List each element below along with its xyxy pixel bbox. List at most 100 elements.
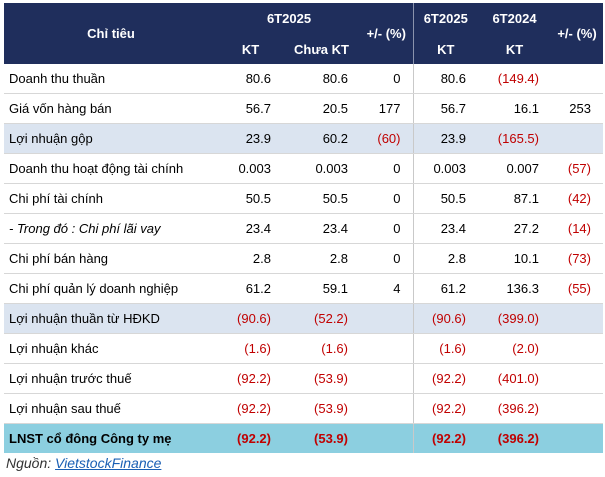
row-label: Doanh thu hoạt động tài chính xyxy=(4,153,218,184)
header-kt-2024: KT xyxy=(478,34,551,64)
value-kt-2024: 0.007 xyxy=(478,153,551,184)
table-row: Giá vốn hàng bán 56.7 20.5 177 56.7 16.1 253 xyxy=(4,93,603,124)
row-label: Chi phí tài chính xyxy=(4,183,218,214)
row-label: LNST cổ đông Công ty mẹ xyxy=(4,423,218,453)
value-chua-kt: 2.8 xyxy=(283,243,360,274)
table-row: LNST cổ đông Công ty mẹ (92.2) (53.9) (92.2… xyxy=(4,423,603,453)
value-pct-change xyxy=(360,333,414,364)
value-pct-change-2 xyxy=(551,363,603,394)
value-pct-change: (60) xyxy=(360,123,414,154)
value-kt-2025: (92.2) xyxy=(413,363,478,394)
header-pct-change-2: +/- (%) xyxy=(551,3,603,64)
value-pct-change-2 xyxy=(551,393,603,424)
header-group-6t2025-b: 6T2025 xyxy=(412,3,478,34)
value-kt-2024: (149.4) xyxy=(478,64,551,94)
table-row: Lợi nhuận khác (1.6) (1.6) (1.6) (2.0) xyxy=(4,333,603,364)
value-kt: 2.8 xyxy=(218,243,283,274)
row-label: Lợi nhuận trước thuế xyxy=(4,363,218,394)
value-chua-kt: 60.2 xyxy=(283,123,360,154)
source-prefix: Nguồn: xyxy=(6,455,56,471)
value-pct-change: 0 xyxy=(360,64,414,94)
value-chua-kt: (53.9) xyxy=(283,363,360,394)
table-row: Lợi nhuận thuần từ HĐKD (90.6) (52.2) (90.6… xyxy=(4,303,603,334)
header-group-6t2024: 6T2024 xyxy=(478,3,551,34)
value-kt-2025: 80.6 xyxy=(413,64,478,94)
value-kt-2025: (92.2) xyxy=(413,423,478,453)
table-row: Lợi nhuận gộp 23.9 60.2 (60) 23.9 (165.5) xyxy=(4,123,603,154)
value-kt-2025: 50.5 xyxy=(413,183,478,214)
value-kt-2024: 136.3 xyxy=(478,273,551,304)
table-row: Lợi nhuận sau thuế (92.2) (53.9) (92.2) (396… xyxy=(4,393,603,424)
value-chua-kt: 23.4 xyxy=(283,213,360,244)
table-header: Chỉ tiêu 6T2025 +/- (%) 6T2025 6T2024 +/… xyxy=(4,3,603,64)
value-kt-2024: 10.1 xyxy=(478,243,551,274)
value-kt-2024: (165.5) xyxy=(478,123,551,154)
value-kt-2024: 16.1 xyxy=(478,93,551,124)
value-kt: (92.2) xyxy=(218,423,283,453)
table-body: Doanh thu thuần 80.6 80.6 0 80.6 (149.4) Giá v… xyxy=(4,64,603,453)
table-row: Chi phí tài chính 50.5 50.5 0 50.5 87.1 (42) xyxy=(4,183,603,214)
header-kt: KT xyxy=(218,34,283,64)
row-label: Giá vốn hàng bán xyxy=(4,93,218,124)
value-pct-change: 0 xyxy=(360,213,414,244)
value-kt: (1.6) xyxy=(218,333,283,364)
value-kt: (92.2) xyxy=(218,393,283,424)
value-kt-2025: 2.8 xyxy=(413,243,478,274)
source-note: Nguồn: VietstockFinance xyxy=(6,455,161,471)
value-pct-change-2 xyxy=(551,423,603,453)
value-pct-change-2 xyxy=(551,64,603,94)
header-chua-kt: Chưa KT xyxy=(283,34,360,64)
value-kt: 80.6 xyxy=(218,64,283,94)
value-chua-kt: (52.2) xyxy=(283,303,360,334)
table-row: Chi phí quản lý doanh nghiệp 61.2 59.1 4 61.… xyxy=(4,273,603,304)
value-kt-2025: 23.9 xyxy=(413,123,478,154)
value-chua-kt: (1.6) xyxy=(283,333,360,364)
value-pct-change-2: 253 xyxy=(551,93,603,124)
table-row: Chi phí bán hàng 2.8 2.8 0 2.8 10.1 (73) xyxy=(4,243,603,274)
value-pct-change: 4 xyxy=(360,273,414,304)
table-row: Lợi nhuận trước thuế (92.2) (53.9) (92.2) (4… xyxy=(4,363,603,394)
value-kt-2024: 87.1 xyxy=(478,183,551,214)
value-kt-2025: 23.4 xyxy=(413,213,478,244)
row-label: Lợi nhuận khác xyxy=(4,333,218,364)
value-pct-change-2 xyxy=(551,123,603,154)
header-kt-2025: KT xyxy=(412,34,478,64)
value-pct-change: 0 xyxy=(360,243,414,274)
value-kt-2024: (401.0) xyxy=(478,363,551,394)
value-kt: (90.6) xyxy=(218,303,283,334)
value-kt: 23.4 xyxy=(218,213,283,244)
value-pct-change: 0 xyxy=(360,183,414,214)
row-label: Chi phí quản lý doanh nghiệp xyxy=(4,273,218,304)
value-pct-change xyxy=(360,423,414,453)
value-kt: (92.2) xyxy=(218,363,283,394)
row-label: Lợi nhuận thuần từ HĐKD xyxy=(4,303,218,334)
value-kt-2024: (2.0) xyxy=(478,333,551,364)
value-kt: 0.003 xyxy=(218,153,283,184)
value-chua-kt: (53.9) xyxy=(283,423,360,453)
value-pct-change-2: (14) xyxy=(551,213,603,244)
value-pct-change-2: (55) xyxy=(551,273,603,304)
value-kt-2025: (90.6) xyxy=(413,303,478,334)
value-chua-kt: 50.5 xyxy=(283,183,360,214)
table-row: - Trong đó : Chi phí lãi vay 23.4 23.4 0 23.… xyxy=(4,213,603,244)
value-kt-2024: (399.0) xyxy=(478,303,551,334)
table-row: Doanh thu hoạt động tài chính 0.003 0.003 0… xyxy=(4,153,603,184)
value-kt-2025: (1.6) xyxy=(413,333,478,364)
value-pct-change-2: (57) xyxy=(551,153,603,184)
value-pct-change: 0 xyxy=(360,153,414,184)
row-label: Chi phí bán hàng xyxy=(4,243,218,274)
value-kt-2025: 61.2 xyxy=(413,273,478,304)
header-group-6t2025: 6T2025 xyxy=(218,3,360,34)
row-label: Doanh thu thuần xyxy=(4,64,218,94)
header-pct-change: +/- (%) xyxy=(360,3,413,64)
value-kt: 23.9 xyxy=(218,123,283,154)
value-kt-2025: (92.2) xyxy=(413,393,478,424)
source-link[interactable]: VietstockFinance xyxy=(55,455,162,471)
value-kt-2025: 56.7 xyxy=(413,93,478,124)
value-chua-kt: 0.003 xyxy=(283,153,360,184)
table-row: Doanh thu thuần 80.6 80.6 0 80.6 (149.4) xyxy=(4,64,603,94)
value-pct-change: 177 xyxy=(360,93,414,124)
row-label: Lợi nhuận sau thuế xyxy=(4,393,218,424)
value-pct-change-2: (73) xyxy=(551,243,603,274)
value-chua-kt: 80.6 xyxy=(283,64,360,94)
